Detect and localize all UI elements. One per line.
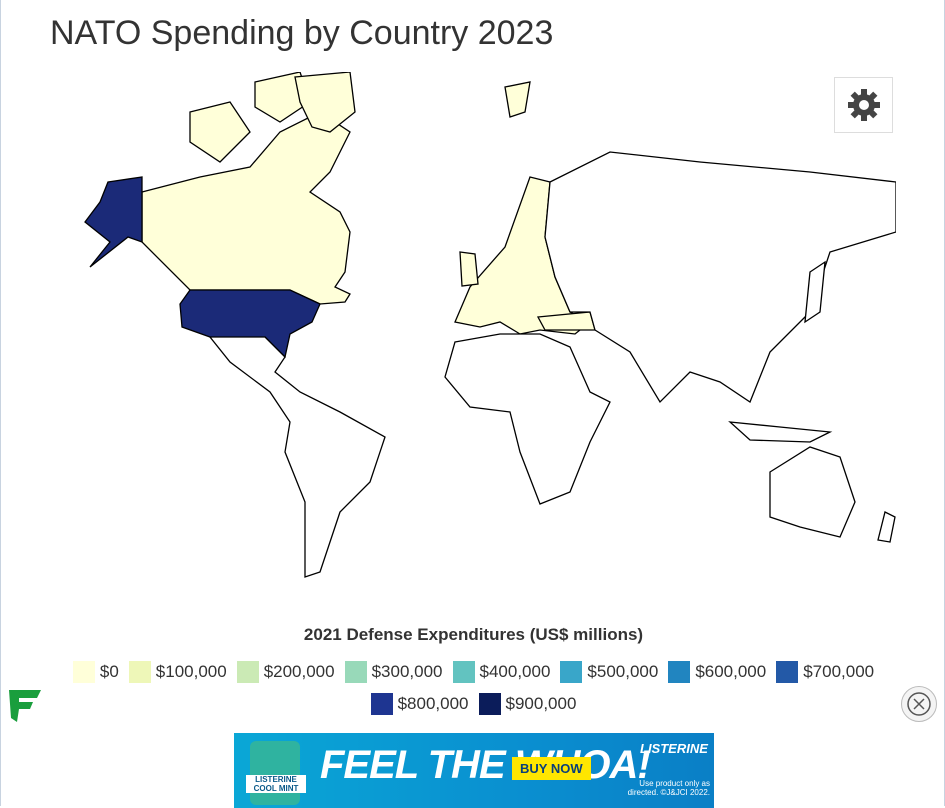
ad-button[interactable]: BUY NOW	[512, 757, 591, 780]
indonesia	[728, 421, 833, 443]
legend-item[interactable]: $800,000	[370, 692, 469, 716]
legend-label: $400,000	[479, 662, 551, 681]
australia	[769, 446, 856, 538]
legend-swatch	[478, 693, 501, 715]
close-icon	[907, 692, 931, 716]
ad-product: LISTERINE COOL MINT	[246, 775, 306, 793]
latin-america	[208, 336, 386, 578]
ad-brand: LISTERINE	[640, 741, 708, 756]
close-ad-button[interactable]	[901, 686, 937, 722]
legend-title: 2021 Defense Expenditures (US$ millions)	[303, 625, 644, 644]
world-map	[84, 72, 896, 578]
legend: $0 $100,000 $200,000 $300,000 $400,000 $500,0…	[51, 660, 896, 716]
greenland	[294, 72, 356, 133]
page-title: NATO Spending by Country 2023	[50, 14, 554, 52]
svalbard	[504, 81, 531, 118]
legend-label: $0	[99, 662, 119, 681]
legend-label: $100,000	[155, 662, 227, 681]
ad-banner[interactable]: LISTERINE COOL MINT FEEL THE WHOA! BUY N…	[234, 733, 714, 808]
legend-item[interactable]: $300,000	[344, 660, 443, 684]
legend-item[interactable]: $200,000	[236, 660, 335, 684]
legend-label: $600,000	[695, 662, 767, 681]
asia	[544, 151, 896, 404]
africa	[444, 333, 611, 505]
legend-item[interactable]: $900,000	[478, 692, 577, 716]
legend-swatch	[236, 661, 259, 683]
legend-swatch	[370, 693, 393, 715]
gear-icon	[847, 89, 880, 121]
legend-swatch	[560, 661, 583, 683]
legend-swatch	[452, 661, 475, 683]
legend-item[interactable]: $500,000	[560, 660, 658, 684]
legend-label: $200,000	[263, 662, 335, 681]
legend-item[interactable]: $100,000	[128, 660, 227, 684]
ad-headline: FEEL THE WHOA!	[320, 743, 651, 787]
uk	[459, 251, 479, 287]
legend-item[interactable]: $0	[72, 660, 119, 684]
legend-label: $800,000	[397, 694, 469, 713]
ad-disclaimer: Use product only as directed. ©J&JCI 202…	[627, 779, 710, 797]
canada	[141, 111, 351, 305]
legend-swatch	[668, 661, 691, 683]
legend-item[interactable]: $400,000	[452, 660, 551, 684]
alaska	[84, 176, 143, 268]
canada-islands	[189, 72, 311, 163]
legend-label: $900,000	[505, 694, 577, 713]
ad-bottle	[250, 741, 300, 805]
new-zealand	[877, 511, 896, 543]
settings-button[interactable]	[834, 77, 893, 133]
legend-item[interactable]: $600,000	[668, 660, 766, 684]
logo-icon	[9, 690, 41, 722]
legend-label: $700,000	[803, 662, 875, 681]
legend-swatch	[128, 661, 151, 683]
japan	[804, 260, 826, 324]
chat-logo[interactable]	[7, 688, 43, 729]
legend-item[interactable]: $700,000	[776, 660, 874, 684]
legend-label: $500,000	[587, 662, 659, 681]
legend-label: $300,000	[371, 662, 443, 681]
legend-swatch	[72, 661, 95, 683]
legend-swatch	[776, 661, 799, 683]
legend-swatch	[344, 661, 367, 683]
